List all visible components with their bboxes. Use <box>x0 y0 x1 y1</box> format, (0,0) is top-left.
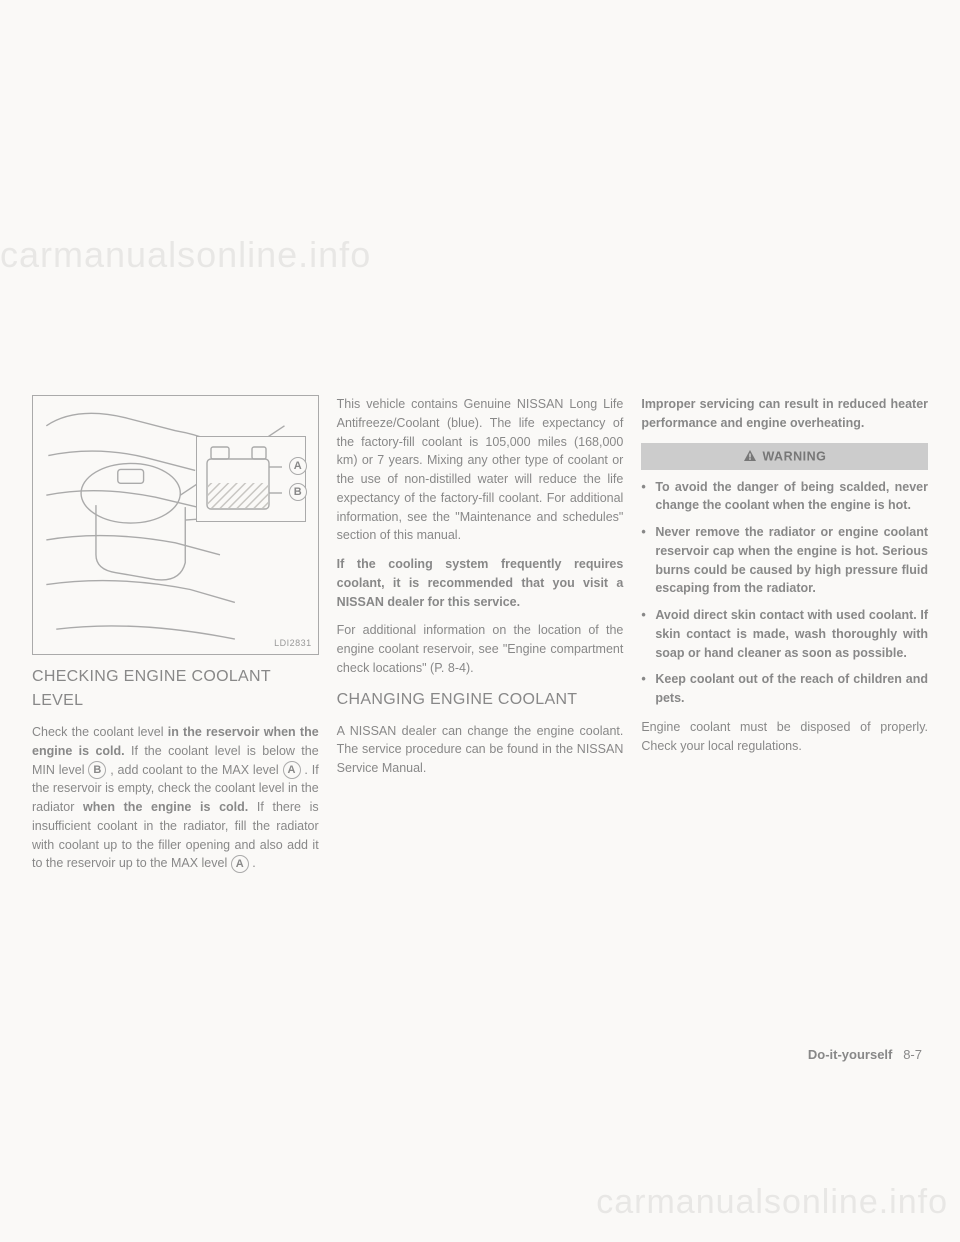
warning-label: WARNING <box>762 449 826 463</box>
warning-bullet: To avoid the danger of being scalded, ne… <box>655 478 928 516</box>
heading-checking-coolant: CHECKING ENGINE COOLANT LEVEL <box>32 665 319 713</box>
warning-bullet: Never remove the radiator or engine cool… <box>655 523 928 598</box>
footer-section: Do-it-yourself <box>808 1047 893 1062</box>
paragraph-coolant-type: This vehicle contains Genuine NISSAN Lon… <box>337 395 624 545</box>
heading-changing-coolant: CHANGING ENGINE COOLANT <box>337 688 624 712</box>
column-2: This vehicle contains Genuine NISSAN Lon… <box>337 395 624 883</box>
page-footer: Do-it-yourself 8-7 <box>808 1047 922 1062</box>
warning-banner: WARNING <box>641 443 928 470</box>
inline-marker-b-icon: B <box>88 761 106 779</box>
column-3: Improper servicing can result in reduced… <box>641 395 928 883</box>
text-fragment: . <box>249 856 256 870</box>
warning-triangle-icon <box>743 449 757 463</box>
warning-list: To avoid the danger of being scalded, ne… <box>641 478 928 708</box>
figure-code-label: LDI2831 <box>274 637 312 651</box>
inset-reservoir-icon <box>197 437 307 523</box>
marker-b-icon: B <box>289 483 307 501</box>
paragraph-disposal: Engine coolant must be disposed of prope… <box>641 718 928 756</box>
marker-a-icon: A <box>289 457 307 475</box>
paragraph-service-recommend: If the cooling system frequently require… <box>337 555 624 611</box>
reservoir-line-drawing <box>33 396 318 654</box>
footer-page-number: 8-7 <box>903 1047 922 1062</box>
figure-inset: A B <box>196 436 306 522</box>
text-fragment: , add coolant to the MAX level <box>106 763 282 777</box>
warning-bullet: Avoid direct skin contact with used cool… <box>655 606 928 662</box>
column-1: A B LDI2831 CHECKING ENGINE COOLANT LEVE… <box>32 395 319 883</box>
warning-bullet: Keep coolant out of the reach of childre… <box>655 670 928 708</box>
coolant-reservoir-figure: A B LDI2831 <box>32 395 319 655</box>
text-bold: when the engine is cold. <box>83 800 248 814</box>
text-fragment: Check the coolant level <box>32 725 168 739</box>
paragraph-improper-servicing: Improper servicing can result in reduced… <box>641 395 928 433</box>
paragraph-check-level: Check the coolant level in the reservoir… <box>32 723 319 873</box>
watermark-bottom: carmanualsonline.info <box>596 1183 948 1222</box>
paragraph-dealer-change: A NISSAN dealer can change the engine co… <box>337 722 624 778</box>
inline-marker-a-icon: A <box>231 855 249 873</box>
page-content: A B LDI2831 CHECKING ENGINE COOLANT LEVE… <box>0 0 960 923</box>
inline-marker-a-icon: A <box>283 761 301 779</box>
paragraph-reservoir-location: For additional information on the locati… <box>337 621 624 677</box>
